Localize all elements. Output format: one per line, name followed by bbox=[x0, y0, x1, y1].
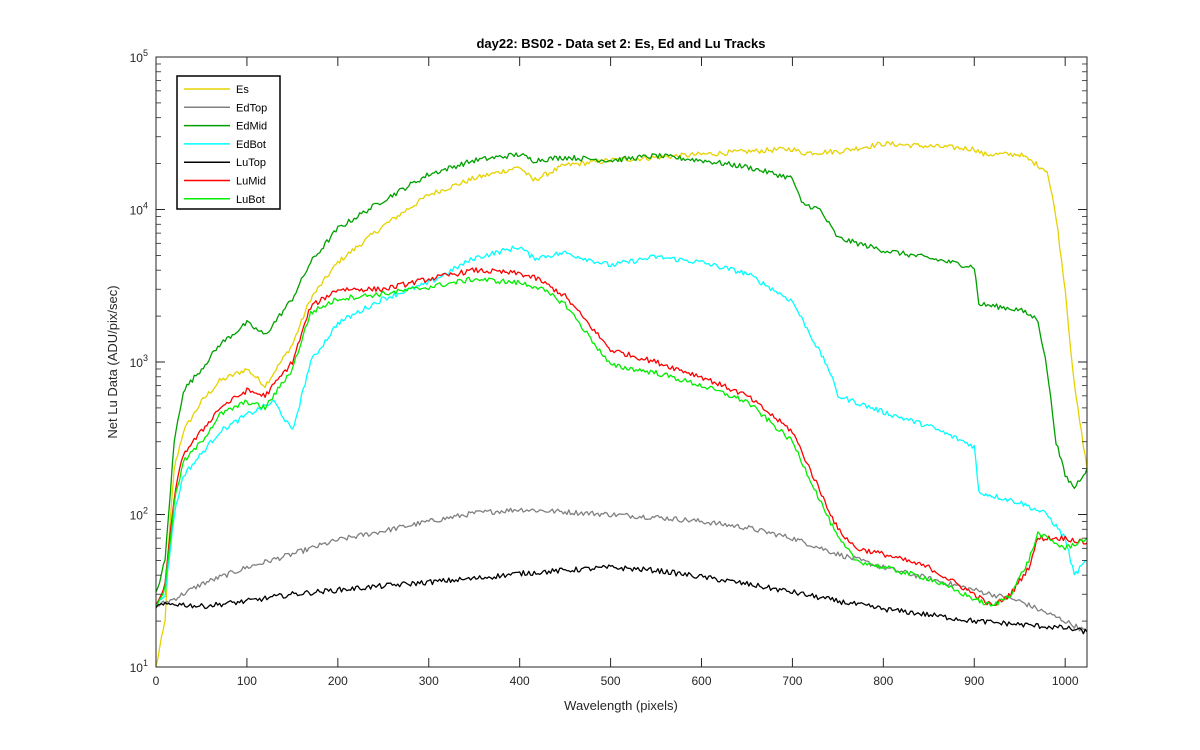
x-tick-label: 800 bbox=[873, 674, 893, 688]
series-line-edbot bbox=[155, 245, 1088, 609]
legend-label-lutop: LuTop bbox=[236, 157, 266, 169]
series-line-lubot bbox=[155, 276, 1088, 607]
x-tick-label: 200 bbox=[328, 674, 348, 688]
series-line-lutop bbox=[155, 564, 1088, 635]
legend-entries: Es EdTop EdMid EdBot LuTop LuMid LuBot bbox=[184, 84, 267, 206]
y-tick-label: 101 bbox=[130, 658, 148, 675]
legend-label-lubot: LuBot bbox=[236, 194, 265, 206]
x-tick-label: 600 bbox=[691, 674, 711, 688]
y-tick-label: 103 bbox=[130, 353, 148, 370]
y-axis-label: Net Lu Data (ADU/pix/sec) bbox=[105, 285, 120, 438]
y-tick-label: 104 bbox=[130, 201, 148, 218]
plot-area-background bbox=[156, 57, 1087, 667]
y-axis-ticks: 101 102 103 104 105 bbox=[130, 48, 1087, 675]
chart-title: day22: BS02 - Data set 2: Es, Ed and Lu … bbox=[476, 36, 765, 51]
y-tick-label: 102 bbox=[130, 506, 148, 523]
legend: Es EdTop EdMid EdBot LuTop LuMid LuBot bbox=[176, 75, 281, 210]
legend-box bbox=[176, 75, 281, 210]
legend-label-edbot: EdBot bbox=[236, 139, 266, 151]
legend-label-lumid: LuMid bbox=[236, 176, 266, 188]
x-tick-label: 300 bbox=[419, 674, 439, 688]
series-line-edmid bbox=[155, 152, 1088, 593]
x-tick-label: 500 bbox=[601, 674, 621, 688]
x-axis-label: Wavelength (pixels) bbox=[564, 698, 678, 713]
x-tick-label: 1000 bbox=[1052, 674, 1079, 688]
x-tick-label: 400 bbox=[510, 674, 530, 688]
legend-label-edmid: EdMid bbox=[236, 121, 267, 133]
series-group bbox=[155, 141, 1088, 667]
x-tick-label: 900 bbox=[964, 674, 984, 688]
legend-label-edtop: EdTop bbox=[236, 102, 267, 114]
series-line-lumid bbox=[155, 267, 1088, 607]
plot-area bbox=[155, 56, 1088, 668]
x-tick-label: 100 bbox=[237, 674, 257, 688]
x-tick-label: 0 bbox=[153, 674, 160, 688]
legend-label-es: Es bbox=[236, 84, 249, 96]
x-axis-ticks: 0 100 200 300 400 500 600 700 800 900 1000 bbox=[153, 57, 1079, 688]
series-line-es bbox=[155, 141, 1088, 667]
y-tick-label: 105 bbox=[130, 48, 148, 65]
x-tick-label: 700 bbox=[782, 674, 802, 688]
